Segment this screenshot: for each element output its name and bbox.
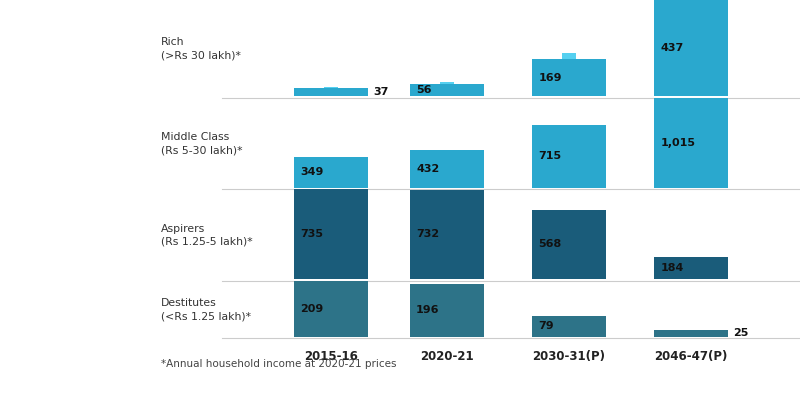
Bar: [654, 0, 728, 96]
Text: Destitutes
(<Rs 1.25 lakh)*: Destitutes (<Rs 1.25 lakh)*: [161, 298, 251, 321]
Text: Rich
(>Rs 30 lakh)*: Rich (>Rs 30 lakh)*: [161, 38, 241, 61]
Text: 732: 732: [416, 229, 439, 239]
Text: 1,015: 1,015: [660, 138, 695, 148]
Bar: [532, 59, 606, 96]
Bar: [294, 281, 368, 337]
Text: Pyramid: Pyramid: [15, 139, 126, 163]
Text: 25: 25: [733, 328, 748, 338]
Text: *Annual household income at 2020-21 prices: *Annual household income at 2020-21 pric…: [161, 359, 396, 369]
Text: 715: 715: [538, 151, 562, 161]
Text: India's: India's: [15, 36, 103, 60]
Bar: [532, 316, 606, 337]
Text: 2030-31(P): 2030-31(P): [532, 350, 606, 363]
Text: 432: 432: [416, 164, 439, 174]
Bar: [410, 84, 484, 96]
Bar: [294, 157, 368, 188]
Text: 37: 37: [373, 87, 389, 97]
Bar: [294, 88, 368, 96]
Bar: [654, 257, 728, 279]
Text: (Population in million): (Population in million): [15, 205, 130, 214]
Text: Aspirers
(Rs 1.25-5 lakh)*: Aspirers (Rs 1.25-5 lakh)*: [161, 224, 253, 247]
Bar: [324, 87, 338, 88]
Bar: [532, 210, 606, 279]
Text: 169: 169: [538, 73, 562, 83]
Text: 79: 79: [538, 321, 554, 331]
Bar: [532, 124, 606, 188]
Bar: [410, 284, 484, 337]
Text: 2046-47(P): 2046-47(P): [654, 350, 727, 363]
Bar: [294, 190, 368, 279]
Text: 568: 568: [538, 239, 562, 250]
Text: 437: 437: [660, 43, 683, 53]
Text: 209: 209: [301, 304, 324, 314]
Bar: [440, 82, 454, 84]
Bar: [410, 150, 484, 188]
Text: 2020-21: 2020-21: [420, 350, 474, 363]
Bar: [410, 190, 484, 279]
Bar: [654, 98, 728, 188]
Text: 184: 184: [660, 263, 684, 273]
Bar: [562, 53, 576, 59]
Text: 56: 56: [416, 85, 432, 95]
Text: 2015-16: 2015-16: [304, 350, 358, 363]
Text: Income: Income: [15, 88, 112, 112]
Text: 349: 349: [301, 167, 324, 177]
Text: 735: 735: [301, 229, 323, 239]
Text: 196: 196: [416, 305, 440, 316]
Bar: [654, 330, 728, 337]
Text: Middle Class
(Rs 5-30 lakh)*: Middle Class (Rs 5-30 lakh)*: [161, 132, 242, 155]
